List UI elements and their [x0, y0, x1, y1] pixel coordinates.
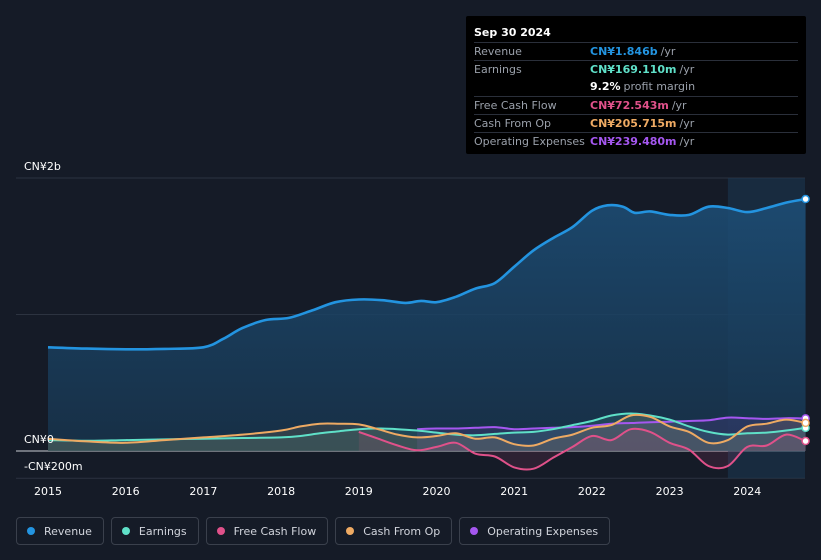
legend-dot-icon: [27, 527, 35, 535]
x-tick-label: 2015: [34, 485, 62, 498]
legend-label: Revenue: [44, 524, 92, 538]
chart-area: [16, 177, 810, 479]
operating-expenses-line: [417, 416, 806, 431]
chart-legend: Revenue Earnings Free Cash Flow Cash Fro…: [16, 517, 611, 545]
tooltip-label: Revenue: [474, 45, 522, 58]
x-tick-label: 2016: [111, 485, 140, 498]
tooltip-row-earnings: Earnings CN¥169.110m /yr: [474, 60, 798, 78]
earnings-line: [47, 412, 806, 442]
legend-item-cash-from-op[interactable]: Cash From Op: [335, 517, 453, 545]
series-endpoints: [801, 194, 810, 446]
x-tick-label: 2019: [344, 485, 373, 498]
legend-label: Cash From Op: [363, 524, 441, 538]
x-tick-label: 2024: [733, 485, 762, 498]
tooltip-label: Earnings: [474, 63, 522, 77]
legend-label: Operating Expenses: [487, 524, 599, 538]
data-tooltip: Sep 30 2024 Revenue CN¥1.846b /yr Earnin…: [466, 16, 806, 154]
tooltip-value: CN¥1.846b: [590, 45, 658, 58]
legend-item-earnings[interactable]: Earnings: [110, 517, 199, 545]
tooltip-row-revenue: Revenue CN¥1.846b /yr: [474, 42, 798, 60]
legend-label: Free Cash Flow: [233, 524, 317, 538]
free-cash-flow-area: [358, 428, 806, 470]
tooltip-row-operating-expenses: Operating Expenses CN¥239.480m /yr: [474, 131, 798, 150]
tooltip-value: CN¥72.543m: [590, 98, 669, 112]
tooltip-row-cash-from-op: Cash From Op CN¥205.715m /yr: [474, 113, 798, 132]
x-tick-label: 2020: [422, 485, 451, 498]
tooltip-label: [474, 78, 590, 95]
legend-item-revenue[interactable]: Revenue: [16, 517, 104, 545]
revenue-endpoint: [801, 194, 810, 204]
legend-label: Earnings: [138, 524, 187, 538]
legend-item-free-cash-flow[interactable]: Free Cash Flow: [205, 517, 329, 545]
tooltip-value: CN¥169.110m: [590, 63, 677, 77]
tooltip-row-profit-margin: 9.2% profit margin: [474, 78, 798, 95]
x-tick-label: 2017: [189, 485, 218, 498]
x-tick-label: 2018: [267, 485, 296, 498]
legend-dot-icon: [216, 527, 225, 535]
tooltip-date: Sep 30 2024: [474, 26, 551, 39]
y-tick-label-top: CN¥2b: [24, 160, 61, 173]
cash-from-op-endpoint: [801, 418, 810, 428]
tooltip-unit: /yr: [679, 63, 695, 77]
tooltip-label: Free Cash Flow: [474, 98, 557, 112]
tooltip-value: 9.2%: [590, 80, 621, 94]
series-lines: [47, 197, 806, 471]
tooltip-unit: profit margin: [623, 80, 696, 94]
x-tick-label: 2023: [655, 485, 684, 498]
free-cash-flow-endpoint: [801, 436, 810, 446]
legend-item-operating-expenses[interactable]: Operating Expenses: [459, 517, 611, 545]
legend-dot-icon: [121, 527, 130, 535]
free-cash-flow-line: [358, 427, 806, 471]
revenue-line: [47, 197, 806, 351]
tooltip-value: CN¥205.715m: [590, 116, 677, 130]
x-tick-label: 2021: [500, 485, 529, 498]
legend-dot-icon: [470, 527, 479, 535]
tooltip-unit: /yr: [660, 45, 676, 58]
legend-dot-icon: [346, 527, 355, 535]
x-tick-label: 2022: [577, 485, 606, 498]
tooltip-unit: /yr: [679, 116, 695, 130]
tooltip-label: Operating Expenses: [474, 134, 585, 148]
y-tick-label-zero: CN¥0: [24, 433, 54, 446]
tooltip-unit: /yr: [671, 98, 687, 112]
cash-from-op-line: [47, 413, 806, 447]
tooltip-value: CN¥239.480m: [590, 134, 677, 148]
tooltip-label: Cash From Op: [474, 116, 552, 130]
tooltip-unit: /yr: [679, 134, 695, 148]
revenue-area: [48, 199, 806, 451]
tooltip-row-free-cash-flow: Free Cash Flow CN¥72.543m /yr: [474, 95, 798, 114]
y-tick-label-bottom: -CN¥200m: [24, 460, 83, 473]
